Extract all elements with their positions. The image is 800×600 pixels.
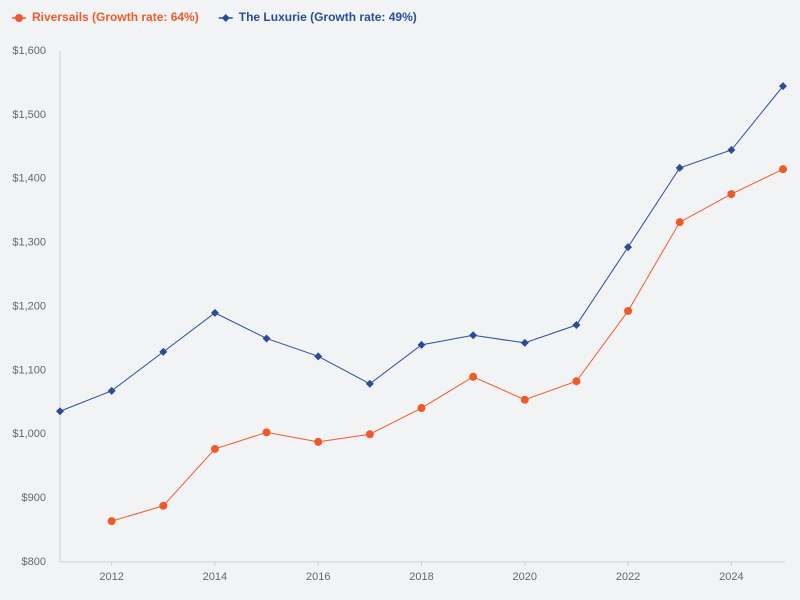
legend-marker: [15, 14, 23, 22]
point: [675, 163, 684, 172]
y-tick-label: $1,300: [12, 237, 46, 249]
point: [469, 372, 478, 381]
x-tick-label: 2012: [99, 571, 123, 583]
legend-marker: [221, 14, 230, 22]
point: [314, 437, 323, 446]
x-tick-label: 2014: [203, 571, 227, 583]
point: [520, 395, 529, 404]
point: [159, 501, 168, 510]
point: [365, 430, 374, 439]
point: [365, 379, 374, 388]
point: [572, 321, 581, 330]
legend-label: The Luxurie (Growth rate: 49%): [239, 10, 417, 24]
point: [417, 340, 426, 349]
series-line: [111, 168, 784, 522]
x-tick-label: 2022: [616, 571, 640, 583]
x-tick-label: 2018: [409, 571, 433, 583]
point: [210, 308, 219, 317]
point: [624, 243, 633, 252]
x-tick-label: 2024: [719, 571, 743, 583]
y-tick-label: $1,600: [12, 45, 46, 57]
y-tick-label: $1,000: [12, 428, 46, 440]
point: [417, 404, 426, 413]
y-tick-label: $800: [22, 556, 46, 568]
point: [262, 428, 271, 437]
point: [727, 146, 736, 155]
point: [572, 377, 581, 386]
point: [107, 517, 116, 526]
point: [56, 407, 64, 416]
y-tick-label: $1,500: [12, 109, 46, 121]
point: [624, 306, 633, 315]
x-tick-label: 2020: [513, 571, 537, 583]
series-line: [59, 85, 784, 412]
point: [469, 331, 478, 340]
y-tick-label: $1,400: [12, 173, 46, 185]
point: [314, 352, 323, 361]
point: [520, 338, 529, 347]
point: [107, 386, 116, 395]
point: [779, 82, 787, 91]
point: [262, 334, 271, 343]
point: [727, 190, 736, 199]
point: [779, 165, 787, 174]
point: [210, 444, 219, 453]
x-tick-label: 2016: [306, 571, 330, 583]
y-tick-label: $1,100: [12, 364, 46, 376]
point: [675, 218, 684, 227]
y-tick-label: $1,200: [12, 300, 46, 312]
point: [159, 347, 168, 356]
legend-label: Riversails (Growth rate: 64%): [32, 10, 199, 24]
y-tick-label: $900: [22, 492, 46, 504]
